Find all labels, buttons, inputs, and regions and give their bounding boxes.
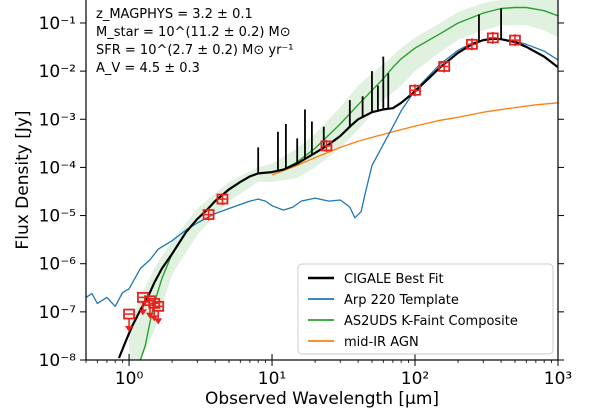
- y-tick-label: 10⁻⁴: [39, 158, 77, 178]
- fit-annotation: SFR = 10^(2.7 ± 0.2) M⊙ yr⁻¹: [96, 43, 294, 58]
- photometry-point: [409, 84, 421, 97]
- y-tick-label: 10⁻³: [39, 110, 76, 130]
- legend-label: mid-IR AGN: [344, 335, 419, 350]
- photometry-point: [438, 60, 451, 73]
- y-axis-label: Flux Density [Jy]: [13, 110, 33, 249]
- photometry-point: [202, 208, 215, 221]
- photometry-point: [216, 193, 229, 206]
- y-tick-label: 10⁻⁷: [39, 303, 77, 323]
- photometry-point: [486, 31, 499, 44]
- plot-frame: [85, 0, 559, 361]
- x-tick-label: 10¹: [258, 369, 286, 389]
- x-axis-label: Observed Wavelength [μm]: [205, 389, 439, 409]
- y-tick-label: 10⁻⁶: [39, 255, 77, 275]
- upper-limit-point: [148, 297, 161, 322]
- legend-label: CIGALE Best Fit: [344, 272, 444, 287]
- fit-annotations: z_MAGPHYS = 3.2 ± 0.1 M_star = 10^(11.2 ±…: [96, 7, 294, 76]
- plot-area: [86, 0, 558, 360]
- series-line-mid-ir-agn: [271, 102, 558, 176]
- x-tick-label: 10⁰: [115, 369, 144, 389]
- photometry-point: [466, 38, 478, 51]
- x-tick-label: 10³: [544, 369, 572, 389]
- photometry-point: [320, 139, 333, 152]
- upper-limit-point: [152, 300, 165, 325]
- fit-annotation: A_V = 4.5 ± 0.3: [96, 61, 200, 76]
- axis-ticks: 10⁰ 10¹ 10² 10³ 10⁻⁸ 10⁻⁷ 10⁻⁶ 10⁻⁵ 10⁻⁴ 10⁻³ 10⁻²…: [39, 14, 573, 389]
- x-tick-label: 10²: [401, 369, 429, 389]
- legend-label: Arp 220 Template: [344, 293, 459, 308]
- upper-limit-point: [123, 308, 135, 333]
- fit-annotation: M_star = 10^(11.2 ± 0.2) M⊙: [96, 25, 291, 40]
- y-tick-label: 10⁻⁵: [39, 207, 76, 227]
- y-tick-label: 10⁻²: [39, 62, 76, 82]
- series-line-arp-220-template: [86, 38, 558, 308]
- legend: CIGALE Best Fit Arp 220 Template AS2UDS K-…: [297, 263, 554, 355]
- legend-label: AS2UDS K-Faint Composite: [344, 314, 518, 329]
- legend-box: [297, 263, 554, 355]
- photometry-point: [509, 34, 521, 47]
- fit-annotation: z_MAGPHYS = 3.2 ± 0.1: [96, 7, 253, 22]
- y-tick-label: 10⁻⁸: [39, 351, 77, 371]
- y-tick-label: 10⁻¹: [39, 14, 76, 34]
